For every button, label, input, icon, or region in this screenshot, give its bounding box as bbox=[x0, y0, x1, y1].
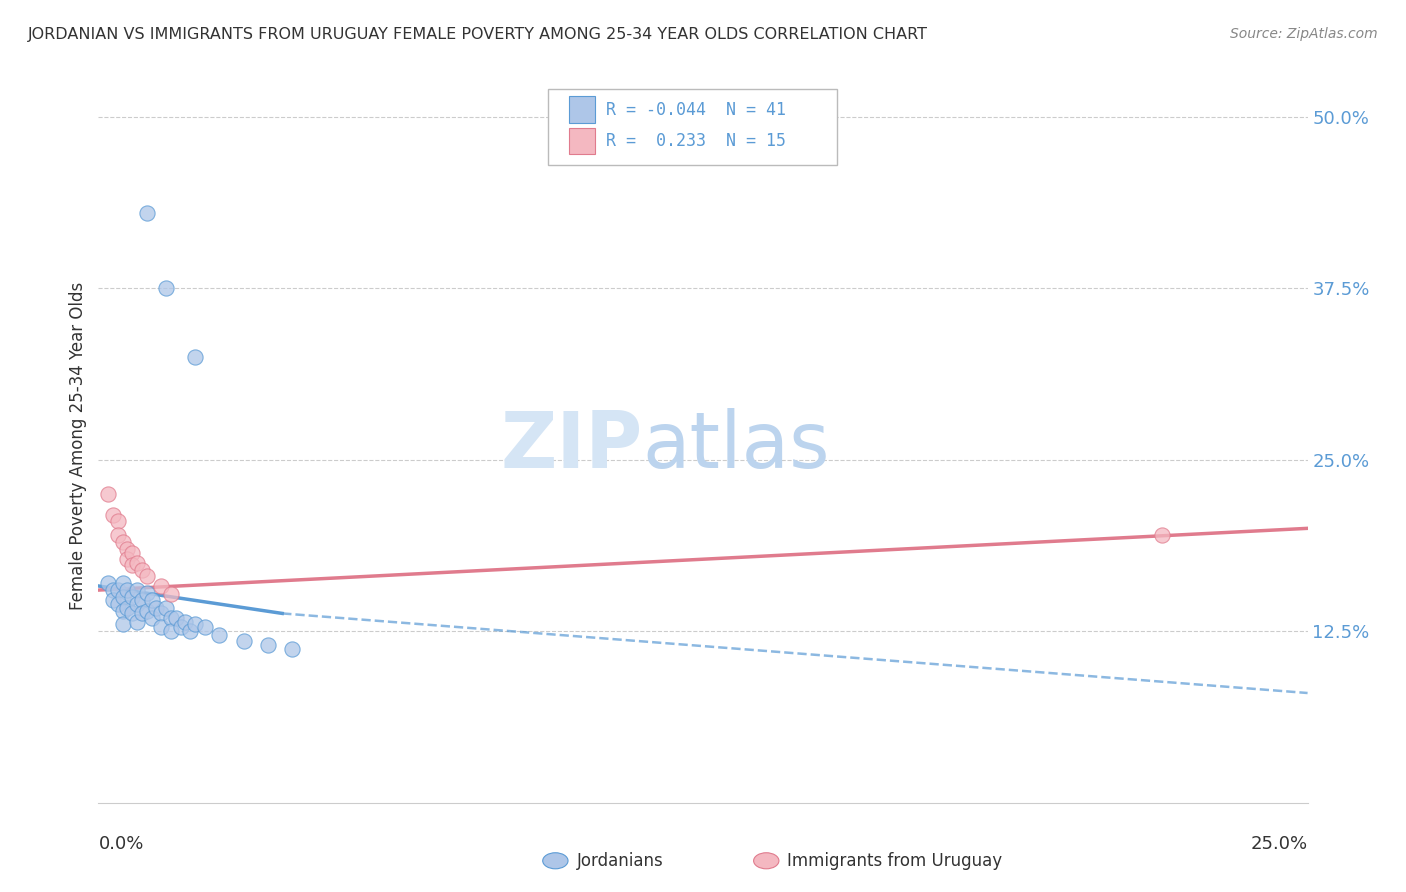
Point bbox=[121, 607, 143, 621]
Point bbox=[131, 592, 153, 607]
Point bbox=[135, 205, 157, 219]
Point bbox=[101, 583, 124, 598]
Text: 25.0%: 25.0% bbox=[1250, 835, 1308, 853]
Y-axis label: Female Poverty Among 25-34 Year Olds: Female Poverty Among 25-34 Year Olds bbox=[69, 282, 87, 610]
Point bbox=[155, 601, 177, 615]
Point bbox=[117, 541, 139, 556]
Point bbox=[208, 628, 231, 642]
Point bbox=[184, 617, 207, 632]
Point bbox=[141, 592, 163, 607]
Point bbox=[281, 642, 304, 657]
Point bbox=[150, 620, 173, 634]
Point bbox=[169, 620, 191, 634]
Point bbox=[135, 586, 157, 600]
Point bbox=[145, 601, 167, 615]
Text: JORDANIAN VS IMMIGRANTS FROM URUGUAY FEMALE POVERTY AMONG 25-34 YEAR OLDS CORREL: JORDANIAN VS IMMIGRANTS FROM URUGUAY FEM… bbox=[28, 27, 928, 42]
Point bbox=[111, 590, 134, 604]
Point bbox=[160, 610, 183, 624]
Point bbox=[107, 583, 129, 598]
Point bbox=[121, 558, 143, 573]
Point bbox=[117, 601, 139, 615]
Point bbox=[184, 350, 207, 364]
Point bbox=[131, 562, 153, 576]
Point bbox=[194, 620, 217, 634]
Point bbox=[97, 487, 120, 501]
Point bbox=[141, 610, 163, 624]
Text: R = -0.044  N = 41: R = -0.044 N = 41 bbox=[606, 101, 786, 119]
Point bbox=[1152, 528, 1174, 542]
Point bbox=[135, 569, 157, 583]
Text: Immigrants from Uruguay: Immigrants from Uruguay bbox=[787, 852, 1002, 870]
Point bbox=[107, 528, 129, 542]
Point bbox=[101, 592, 124, 607]
Point bbox=[127, 556, 149, 570]
Point bbox=[111, 535, 134, 549]
Point bbox=[160, 624, 183, 639]
Point bbox=[232, 633, 254, 648]
Point bbox=[117, 551, 139, 566]
Point bbox=[256, 638, 278, 652]
Point bbox=[155, 281, 177, 295]
Point bbox=[127, 615, 149, 629]
Point bbox=[127, 597, 149, 611]
Text: atlas: atlas bbox=[643, 408, 830, 484]
Point bbox=[135, 604, 157, 618]
Point bbox=[107, 597, 129, 611]
Point bbox=[127, 583, 149, 598]
Point bbox=[150, 579, 173, 593]
Point bbox=[160, 587, 183, 601]
Text: 0.0%: 0.0% bbox=[98, 835, 143, 853]
Point bbox=[111, 576, 134, 591]
Text: Source: ZipAtlas.com: Source: ZipAtlas.com bbox=[1230, 27, 1378, 41]
Text: R =  0.233  N = 15: R = 0.233 N = 15 bbox=[606, 132, 786, 150]
Point bbox=[131, 607, 153, 621]
Point bbox=[150, 607, 173, 621]
Point bbox=[111, 604, 134, 618]
Point bbox=[97, 576, 120, 591]
Point bbox=[179, 624, 201, 639]
Point bbox=[165, 610, 187, 624]
Point bbox=[174, 615, 197, 629]
Point bbox=[111, 617, 134, 632]
Point bbox=[121, 590, 143, 604]
Text: ZIP: ZIP bbox=[501, 408, 643, 484]
Point bbox=[107, 515, 129, 529]
Point bbox=[101, 508, 124, 522]
Point bbox=[121, 546, 143, 560]
Text: Jordanians: Jordanians bbox=[576, 852, 664, 870]
Point bbox=[117, 583, 139, 598]
